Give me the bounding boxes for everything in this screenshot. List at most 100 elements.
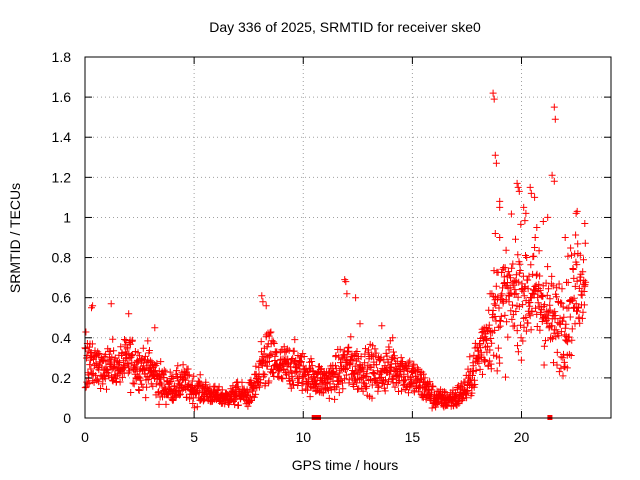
data-point xyxy=(561,324,569,332)
data-point xyxy=(421,374,429,382)
data-point xyxy=(218,386,226,394)
data-point xyxy=(514,251,522,259)
x-tick-label: 15 xyxy=(405,429,421,445)
data-point xyxy=(553,361,561,369)
data-point xyxy=(532,304,539,312)
data-point xyxy=(125,310,133,318)
data-point xyxy=(85,371,93,379)
data-point xyxy=(520,323,528,331)
data-point xyxy=(520,203,528,211)
data-point xyxy=(508,315,516,323)
data-point xyxy=(531,283,539,290)
data-point xyxy=(153,359,161,367)
data-point xyxy=(454,398,462,406)
data-point xyxy=(109,364,117,372)
data-point xyxy=(262,302,270,310)
data-point xyxy=(398,387,405,395)
data-point xyxy=(496,234,504,241)
data-point xyxy=(492,282,500,290)
data-point xyxy=(185,371,193,379)
data-point xyxy=(189,400,197,407)
data-point xyxy=(211,382,219,390)
data-point xyxy=(342,371,350,379)
data-point xyxy=(476,344,484,352)
data-point xyxy=(522,314,530,321)
data-point xyxy=(143,383,151,391)
data-point xyxy=(135,373,143,381)
data-point xyxy=(171,382,179,390)
data-point xyxy=(278,374,285,382)
data-point xyxy=(580,288,588,295)
data-point xyxy=(550,177,558,185)
data-point xyxy=(464,387,472,394)
y-tick-label: 0.2 xyxy=(52,370,72,386)
data-point xyxy=(579,268,587,276)
data-point xyxy=(306,393,314,401)
data-point xyxy=(270,340,278,347)
data-point xyxy=(362,384,370,392)
data-point xyxy=(475,359,483,367)
data-point xyxy=(160,374,168,381)
data-point xyxy=(564,279,572,286)
data-point xyxy=(533,323,541,330)
y-tick-label: 1.2 xyxy=(52,169,72,185)
data-point xyxy=(530,252,538,260)
data-point xyxy=(513,327,521,335)
data-point xyxy=(296,357,303,365)
data-point xyxy=(426,378,434,386)
data-point xyxy=(288,376,296,384)
data-point xyxy=(390,348,397,356)
data-point xyxy=(380,356,388,364)
data-point xyxy=(535,247,543,255)
data-point xyxy=(389,334,397,342)
data-point xyxy=(391,383,399,391)
y-tick-label: 1.8 xyxy=(52,49,72,65)
data-point xyxy=(557,299,565,307)
data-point xyxy=(575,313,583,321)
data-point xyxy=(308,358,316,365)
data-point xyxy=(102,365,110,373)
data-point xyxy=(496,203,504,211)
data-point xyxy=(363,383,371,390)
data-point xyxy=(550,103,558,111)
data-point xyxy=(359,363,367,371)
data-point xyxy=(362,345,369,353)
data-point xyxy=(557,364,565,372)
data-point xyxy=(553,348,561,356)
data-point xyxy=(463,387,471,395)
data-point xyxy=(502,246,510,254)
data-point xyxy=(284,355,292,363)
data-point xyxy=(284,368,292,376)
data-point xyxy=(565,350,573,358)
data-point xyxy=(368,351,376,359)
data-point xyxy=(512,271,520,279)
data-point xyxy=(516,267,524,274)
data-point xyxy=(382,376,389,384)
data-point xyxy=(370,369,377,377)
data-point xyxy=(347,333,355,341)
data-point xyxy=(407,375,415,383)
data-point xyxy=(88,340,96,348)
y-axis: 0 0.2 0.4 0.6 0.8 1 1.2 1.4 1.6 1.8 xyxy=(52,49,611,426)
data-point xyxy=(548,272,556,280)
data-point xyxy=(562,320,570,328)
data-point xyxy=(567,244,575,252)
data-point xyxy=(512,290,520,298)
data-point xyxy=(352,367,360,375)
data-point xyxy=(285,346,293,354)
data-point xyxy=(166,379,174,387)
data-point xyxy=(123,343,131,351)
data-point xyxy=(352,294,360,302)
data-point xyxy=(381,387,389,395)
data-point xyxy=(553,284,561,292)
data-point xyxy=(265,332,273,340)
data-point xyxy=(551,115,559,123)
data-point xyxy=(428,386,436,394)
data-point xyxy=(528,308,536,316)
x-tick-label: 0 xyxy=(81,429,89,445)
data-point xyxy=(511,322,519,330)
data-point xyxy=(574,240,582,248)
data-point xyxy=(419,384,427,392)
data-point xyxy=(248,397,255,404)
data-point xyxy=(262,358,270,366)
